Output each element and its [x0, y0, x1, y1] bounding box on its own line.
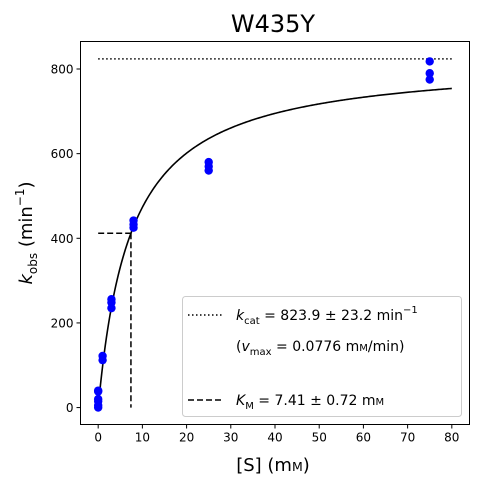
x-axis-label: [S] (mM)	[236, 455, 310, 476]
x-tick-label: 40	[267, 431, 282, 445]
x-tick-label: 70	[400, 431, 415, 445]
x-tick-label: 50	[312, 431, 327, 445]
fit-curve	[97, 87, 452, 408]
data-point	[98, 351, 107, 361]
data-point	[425, 57, 434, 66]
legend-km-label: KM = 7.41 ± 0.72 mM	[236, 393, 384, 412]
data-point	[425, 75, 434, 84]
data-point	[93, 386, 103, 395]
data-point	[204, 157, 213, 167]
fit-curve-group	[97, 87, 452, 408]
x-tick-label: 60	[356, 431, 371, 445]
data-point	[425, 69, 434, 78]
chart-title: W435Y	[231, 10, 316, 38]
x-tick-label: 0	[94, 431, 102, 445]
y-tick-label: 0	[66, 401, 74, 415]
data-point	[129, 216, 138, 225]
data-point	[107, 295, 116, 304]
legend: kcat = 823.9 ± 23.2 min−1 (vmax = 0.0776…	[182, 296, 462, 417]
x-tick-label: 80	[444, 431, 459, 445]
data-point	[93, 394, 103, 404]
legend-box	[182, 296, 462, 417]
y-tick-label: 200	[51, 316, 74, 330]
legend-vmax-label: (vmax = 0.0776 mM/min)	[236, 339, 405, 358]
y-tick-label: 400	[51, 232, 74, 246]
x-tick-label: 30	[223, 431, 238, 445]
y-axis-label: kobs (min−1)	[13, 181, 40, 284]
y-tick-label: 800	[51, 63, 74, 77]
data-points	[93, 57, 434, 412]
guide-lines	[98, 58, 452, 408]
x-tick-label: 20	[179, 431, 194, 445]
x-tick-label: 10	[135, 431, 150, 445]
y-tick-label: 600	[51, 147, 74, 161]
legend-kcat-label: kcat = 823.9 ± 23.2 min−1	[236, 305, 418, 327]
